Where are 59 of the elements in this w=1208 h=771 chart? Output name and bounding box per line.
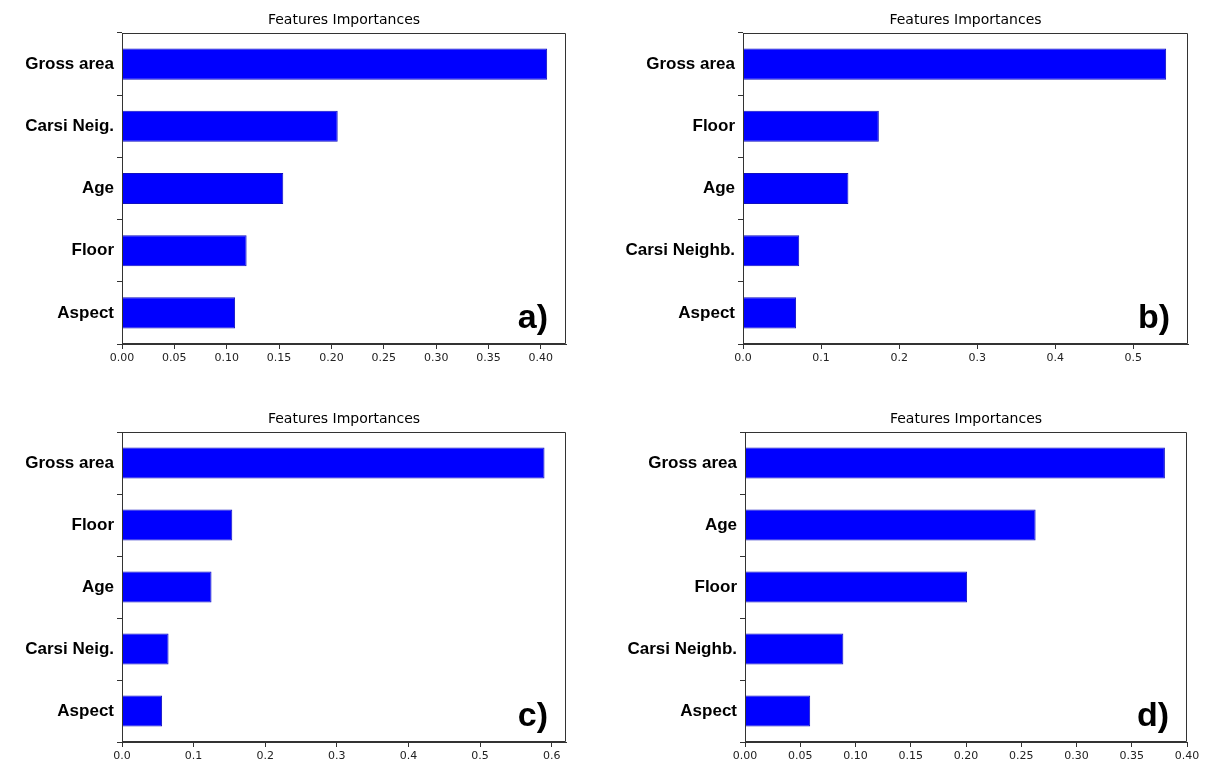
x-tick-label: 0.2 xyxy=(256,749,274,763)
x-tick-label: 0.0 xyxy=(113,749,131,763)
y-tick-label: Aspect xyxy=(57,302,115,322)
y-tick-label: Carsi Neighb. xyxy=(625,240,735,260)
x-tick-label: 0.05 xyxy=(788,749,813,763)
x-tick-label: 0.00 xyxy=(109,351,135,365)
x-tick-label: 0.10 xyxy=(214,351,239,365)
x-tick-label: 0.10 xyxy=(843,749,868,763)
annotation: a) xyxy=(517,297,548,336)
x-tick-label: 0.05 xyxy=(162,351,187,365)
chart-title: Features Importances xyxy=(267,409,421,426)
x-tick-label: 0.40 xyxy=(1174,749,1200,763)
x-tick-label: 0.1 xyxy=(184,749,203,763)
y-tick-label: Carsi Neig. xyxy=(25,638,114,658)
x-tick-label: 0.5 xyxy=(471,749,489,763)
x-tick-label: 0.35 xyxy=(476,351,501,365)
annotation: c) xyxy=(517,695,548,734)
x-tick-label: 0.1 xyxy=(812,351,830,365)
y-tick-label: Aspect xyxy=(678,302,736,322)
x-tick-label: 0.20 xyxy=(953,749,979,763)
y-tick-label: Gross area xyxy=(648,452,738,472)
chart-title: Features Importances xyxy=(267,10,421,27)
y-tick-label: Carsi Neig. xyxy=(25,115,114,135)
annotation: d) xyxy=(1136,695,1169,734)
y-tick-label: Age xyxy=(702,178,735,198)
y-tick-label: Age xyxy=(704,514,737,534)
x-tick-label: 0.4 xyxy=(1046,351,1065,365)
x-tick-label: 0.30 xyxy=(1064,749,1089,763)
x-tick-label: 0.30 xyxy=(423,351,449,365)
x-tick-label: 0.25 xyxy=(371,351,397,365)
x-tick-label: 0.25 xyxy=(1009,749,1034,763)
y-tick-label: Floor xyxy=(71,514,115,534)
x-tick-label: 0.15 xyxy=(898,749,923,763)
y-tick-label: Floor xyxy=(71,240,115,260)
x-tick-label: 0.3 xyxy=(328,749,346,763)
x-tick-label: 0.15 xyxy=(266,351,292,365)
annotation: b) xyxy=(1137,297,1170,336)
chart-title: Features Importances xyxy=(889,409,1043,426)
x-tick-label: 0.35 xyxy=(1119,749,1144,763)
x-tick-label: 0.00 xyxy=(732,749,758,763)
y-tick-label: Gross area xyxy=(25,452,115,472)
x-tick-label: 0.5 xyxy=(1124,351,1143,365)
y-tick-label: Gross area xyxy=(646,53,736,73)
chart-title: Features Importances xyxy=(889,10,1042,27)
x-tick-label: 0.4 xyxy=(399,749,418,763)
x-tick-label: 0.2 xyxy=(890,351,908,365)
y-tick-label: Floor xyxy=(692,115,736,135)
y-tick-label: Aspect xyxy=(57,700,115,720)
x-tick-label: 0.40 xyxy=(528,351,554,365)
y-tick-label: Aspect xyxy=(680,700,738,720)
y-tick-label: Age xyxy=(81,576,114,596)
y-tick-label: Age xyxy=(81,178,114,198)
x-tick-label: 0.20 xyxy=(319,351,344,365)
y-tick-label: Carsi Neighb. xyxy=(627,638,737,658)
y-tick-label: Floor xyxy=(694,576,738,596)
x-tick-label: 0.6 xyxy=(542,749,561,763)
x-tick-label: 0.0 xyxy=(734,351,752,365)
y-tick-label: Gross area xyxy=(25,53,115,73)
x-tick-label: 0.3 xyxy=(968,351,986,365)
